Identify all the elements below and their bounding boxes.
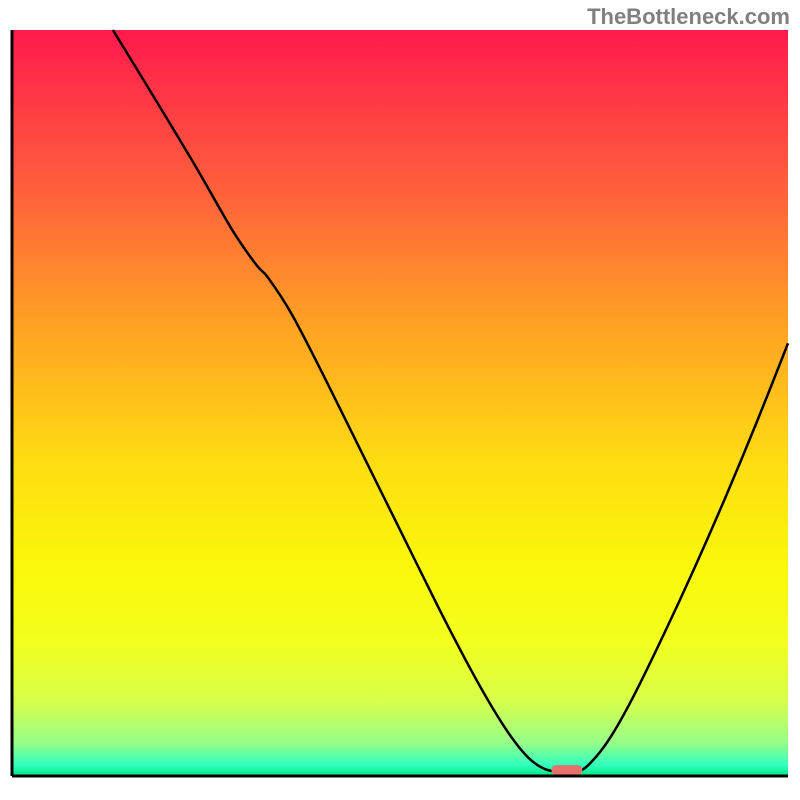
bottleneck-chart: TheBottleneck.com: [0, 0, 800, 800]
plot-background: [12, 30, 788, 776]
chart-svg: [0, 0, 800, 800]
watermark-text: TheBottleneck.com: [587, 4, 790, 30]
optimum-marker: [551, 765, 582, 775]
